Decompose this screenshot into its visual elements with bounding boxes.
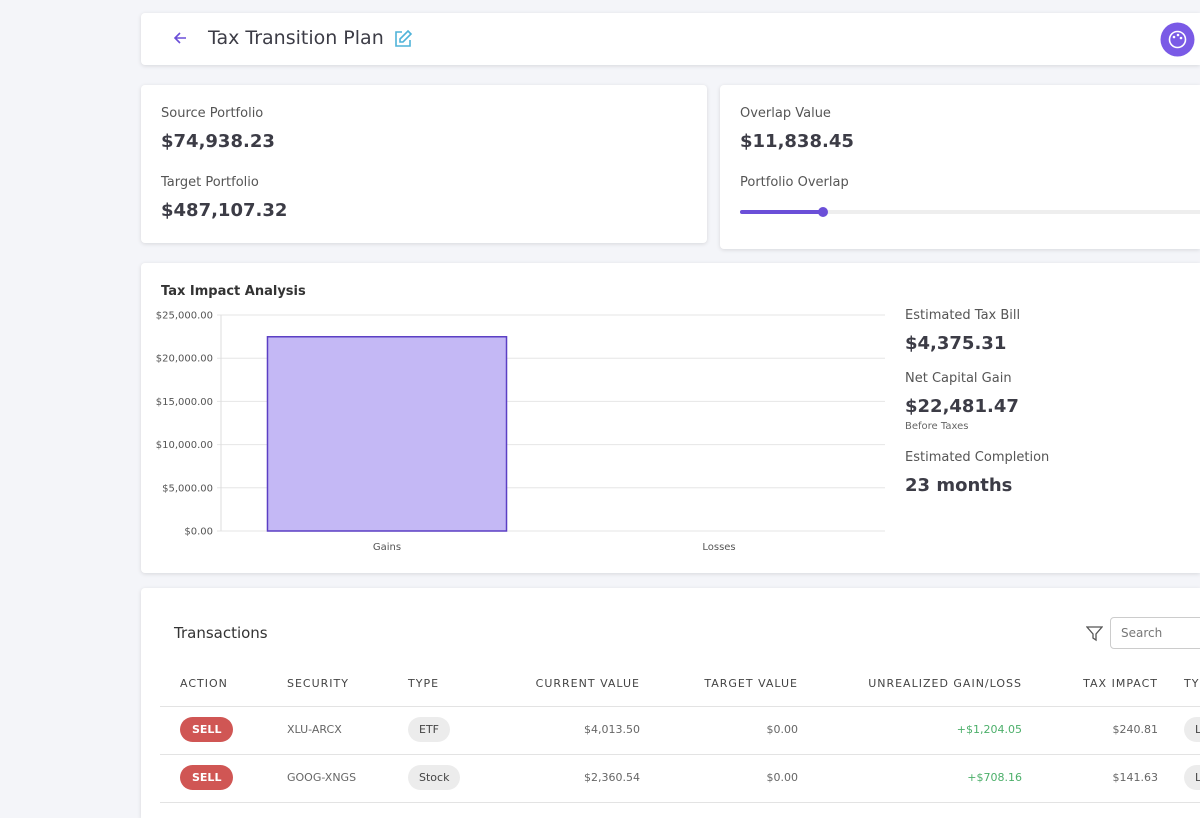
portfolio-card: Source Portfolio $74,938.23 Target Portf…	[141, 85, 707, 243]
bar	[266, 336, 508, 532]
stat-label: Net Capital Gain	[905, 371, 1012, 386]
action-chip[interactable]: SELL	[180, 765, 234, 790]
type-chip: L	[1184, 765, 1200, 790]
page: Tax Transition Plan Source Portfolio $74…	[141, 13, 1200, 818]
type-chip: ETF	[408, 717, 450, 742]
column-header: CURRENT VALUE	[535, 677, 640, 690]
column-header: TARGET VALUE	[704, 677, 798, 690]
theme-button[interactable]	[1160, 22, 1195, 57]
slider-label: Portfolio Overlap	[740, 175, 849, 190]
stat-label: Estimated Tax Bill	[905, 308, 1021, 323]
chart-title: Tax Impact Analysis	[161, 284, 306, 299]
y-tick-label: $20,000.00	[156, 354, 213, 365]
chart: $0.00 $5,000.00 $10,000.00 $15,000.00 $20,00…	[156, 311, 885, 553]
row-divider	[160, 754, 1200, 755]
table-cell: +$1,204.05	[956, 723, 1022, 736]
target-label: Target Portfolio	[161, 175, 259, 190]
target-value: $487,107.32	[161, 200, 288, 221]
transactions-title: Transactions	[174, 624, 268, 642]
slider-handle[interactable]	[817, 207, 828, 217]
row-divider	[160, 802, 1200, 803]
column-header: TY	[1184, 677, 1200, 690]
transactions-card: Transactions Search ACTION SECURITY TYPE CU…	[141, 588, 1200, 818]
table-cell: $240.81	[1112, 723, 1159, 736]
row-divider	[160, 706, 1200, 707]
page-title: Tax Transition Plan	[208, 27, 384, 49]
back-button[interactable]	[173, 30, 189, 46]
source-label: Source Portfolio	[161, 106, 264, 121]
y-tick-label: $0.00	[184, 527, 213, 538]
y-tick-label: $25,000.00	[156, 311, 213, 322]
stat-value: $4,375.31	[905, 333, 1007, 354]
table-cell: $0.00	[766, 771, 799, 784]
y-tick-label: $5,000.00	[162, 483, 213, 494]
table-cell: XLU-ARCX	[287, 723, 342, 736]
column-header: TAX IMPACT	[1083, 677, 1158, 690]
column-header: UNREALIZED GAIN/LOSS	[868, 677, 1022, 690]
filter-button[interactable]	[1086, 625, 1103, 642]
search-input[interactable]: Search	[1110, 617, 1200, 649]
overlap-slider[interactable]	[740, 207, 1200, 217]
column-header: ACTION	[180, 677, 228, 690]
x-tick-label: Losses	[702, 542, 735, 553]
stat-value: $22,481.47	[905, 396, 1019, 417]
overlap-card: Overlap Value $11,838.45 Portfolio Overl…	[720, 85, 1200, 249]
x-tick-label: Gains	[373, 542, 401, 553]
table-cell: $0.00	[766, 723, 799, 736]
search-placeholder: Search	[1121, 626, 1163, 640]
type-chip: Stock	[408, 765, 461, 790]
overlap-value: $11,838.45	[740, 131, 854, 152]
table-cell: $4,013.50	[584, 723, 640, 736]
column-header: TYPE	[408, 677, 440, 690]
y-tick-label: $15,000.00	[156, 397, 213, 408]
y-tick-label: $10,000.00	[156, 440, 213, 451]
table-cell: GOOG-XNGS	[287, 771, 357, 784]
slider-fill	[740, 210, 823, 214]
overlap-label: Overlap Value	[740, 106, 831, 121]
source-value: $74,938.23	[161, 131, 275, 152]
type-chip: L	[1184, 717, 1200, 742]
table-cell: $2,360.54	[584, 771, 640, 784]
action-chip[interactable]: SELL	[180, 717, 234, 742]
table-cell: $141.63	[1112, 771, 1159, 784]
stat-value: 23 months	[905, 475, 1013, 496]
edit-button[interactable]	[393, 29, 413, 49]
header-bar: Tax Transition Plan	[141, 13, 1200, 65]
column-header: SECURITY	[287, 677, 349, 690]
table-cell: +$708.16	[967, 771, 1022, 784]
stat-label: Estimated Completion	[905, 450, 1050, 465]
chart-card: Tax Impact Analysis $0.00 $5,000.00 $10,00…	[141, 263, 1200, 573]
stat-note: Before Taxes	[905, 421, 969, 432]
